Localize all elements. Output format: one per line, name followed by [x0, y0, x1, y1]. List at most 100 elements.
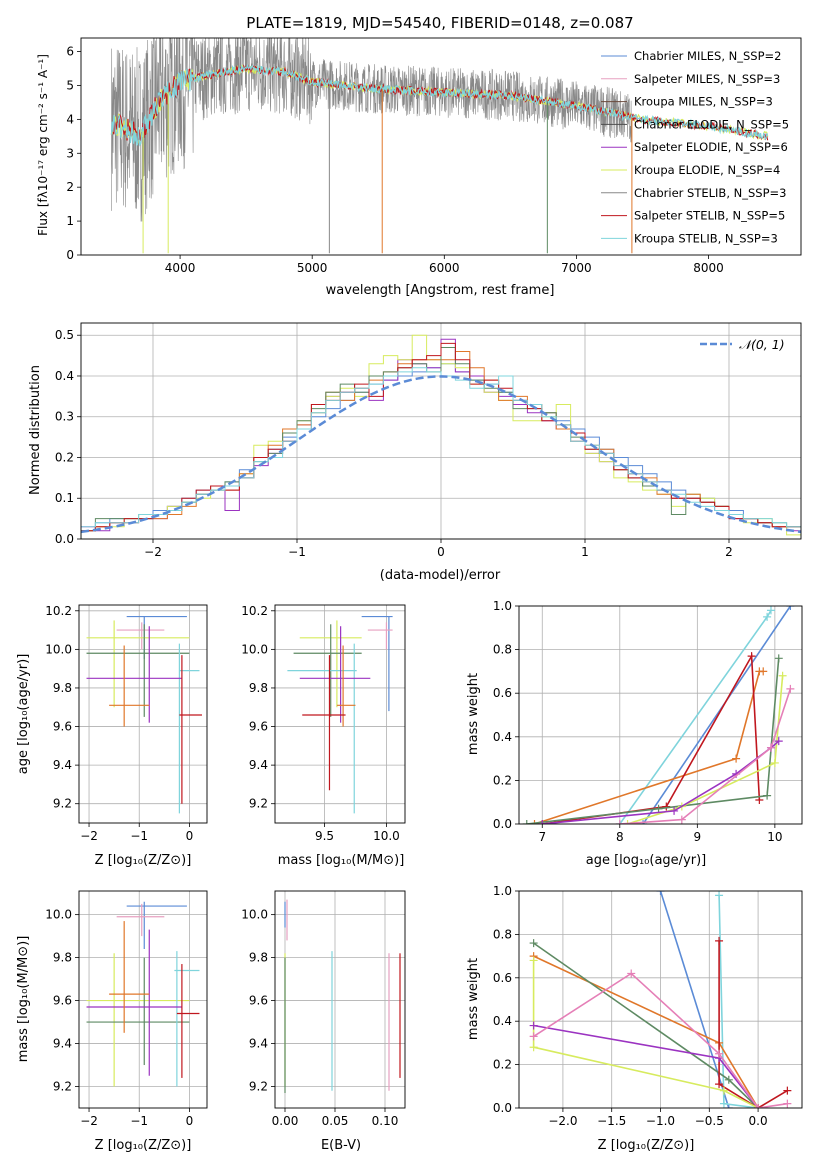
- y-tick-label: 10.2: [45, 604, 72, 618]
- mass-weight-line: [619, 609, 772, 824]
- mass-weight-plot: [529, 891, 792, 1108]
- plus-marker: [656, 891, 665, 895]
- y-tick-label: 0.2: [493, 773, 512, 787]
- plus-marker: [715, 1049, 724, 1058]
- spectrum-ylabel: Flux [fλ10⁻¹⁷ erg cm⁻² s⁻¹ A⁻¹]: [36, 54, 50, 236]
- y-tick-label: 10.0: [45, 908, 72, 922]
- residual-xlabel: (data-model)/error: [380, 568, 501, 583]
- x-tick-label: −1: [288, 545, 306, 559]
- plus-marker: [719, 1086, 728, 1095]
- y-tick-label: 9.8: [53, 681, 72, 695]
- errorbar-plot: [287, 615, 393, 814]
- model-spectrum-kroupa-stelib: [110, 64, 769, 147]
- y-tick-label: 9.2: [249, 1080, 268, 1094]
- x-tick-label: −1.0: [646, 1114, 675, 1128]
- y-tick-label: 0.8: [493, 643, 512, 657]
- y-tick-label: 0.0: [55, 532, 74, 546]
- y-tick-label: 9.6: [53, 720, 72, 734]
- axes-frame: [80, 322, 802, 540]
- y-tick-label: 0.2: [493, 1058, 512, 1072]
- x-tick-label: 9.5: [315, 829, 334, 843]
- legend-entry: Chabrier STELIB, N_SSP=3: [634, 186, 786, 200]
- axes-6: 0.00 0.05 0.10 9.2 9.4 9.6 9.8 10.0: [241, 891, 405, 1128]
- x-tick-label: 0: [186, 829, 194, 843]
- x-tick-label: 0.05: [322, 1114, 349, 1128]
- y-tick-label: 5: [66, 78, 74, 92]
- weight-age-ylabel: mass weight: [466, 673, 481, 755]
- plus-marker: [759, 667, 768, 676]
- errorbar-plot: [86, 901, 200, 1087]
- legend-entry: Chabrier ELODIE, N_SSP=5: [634, 117, 789, 131]
- axes-frame: [274, 604, 406, 824]
- y-tick-label: 9.2: [249, 797, 268, 811]
- y-tick-label: 0.4: [493, 730, 512, 744]
- y-tick-label: 9.6: [249, 720, 268, 734]
- spectrum-plot: [110, 38, 769, 254]
- plus-marker: [763, 791, 772, 800]
- axes-2: −2 −1 0 9.2 9.4 9.6 9.8 10.0 10.2: [45, 604, 207, 843]
- x-tick-label: 1: [581, 545, 589, 559]
- y-tick-label: 9.4: [249, 1037, 268, 1051]
- y-tick-label: 10.0: [45, 642, 72, 656]
- legend-entry: Kroupa STELIB, N_SSP=3: [634, 231, 778, 245]
- x-tick-label: 7000: [561, 261, 592, 275]
- age-z-xlabel: Z [log₁₀(Z/Z⊙)]: [95, 853, 192, 868]
- plus-marker: [778, 671, 787, 680]
- legend-entry: Salpeter STELIB, N_SSP=5: [634, 209, 785, 223]
- mass-weight-line: [533, 942, 759, 1108]
- plus-marker: [529, 1032, 538, 1041]
- y-tick-label: 0.1: [55, 491, 74, 505]
- plus-marker: [715, 936, 724, 945]
- y-tick-label: 9.4: [53, 1037, 72, 1051]
- y-tick-label: 9.8: [249, 681, 268, 695]
- mass-weight-line: [532, 960, 759, 1108]
- axes-5: −2 −1 0 9.2 9.4 9.6 9.8 10.0: [45, 891, 207, 1128]
- plus-marker: [529, 1043, 538, 1052]
- errorbar-plot: [86, 615, 202, 814]
- plus-marker: [786, 684, 795, 693]
- y-tick-label: 9.8: [53, 951, 72, 965]
- mass-ebv-xlabel: E(B-V): [321, 1138, 361, 1153]
- plus-marker: [662, 802, 671, 811]
- axes-0: 4000 5000 6000 7000 8000 0 1 2 3 4 5 6: [66, 45, 723, 275]
- axes-frame: [80, 37, 802, 256]
- legend-entry: Chabrier MILES, N_SSP=2: [634, 49, 781, 63]
- mass-weight-plot: [522, 606, 795, 824]
- x-tick-label: −2: [80, 829, 98, 843]
- axes-3: 9.5 10.0 9.2 9.4 9.6 9.8 10.0 10.2: [241, 604, 405, 843]
- y-tick-label: 9.6: [53, 994, 72, 1008]
- y-tick-label: 9.8: [249, 951, 268, 965]
- y-tick-label: 0.6: [493, 686, 512, 700]
- y-tick-label: 1.0: [493, 599, 512, 613]
- axes-4: 7 8 9 10 0.0 0.2 0.4 0.6 0.8 1.0: [493, 599, 802, 844]
- x-tick-label: 2: [725, 545, 733, 559]
- mass-z-ylabel: mass [log₁₀(M/M⊙)]: [16, 936, 31, 1063]
- plus-marker: [529, 939, 538, 948]
- plus-marker: [623, 820, 632, 824]
- y-tick-label: 9.6: [249, 994, 268, 1008]
- plus-marker: [715, 891, 724, 900]
- plus-marker: [677, 815, 686, 824]
- errorbar-plot: [284, 899, 401, 1093]
- y-tick-label: 4: [66, 112, 74, 126]
- plus-marker: [732, 754, 741, 763]
- y-tick-label: 0.5: [55, 328, 74, 342]
- plus-marker: [538, 820, 547, 824]
- plus-marker: [529, 956, 538, 965]
- x-tick-label: 0.10: [372, 1114, 399, 1128]
- axes-1: −2 −1 0 1 2 0.0 0.1 0.2 0.3 0.4 0.5: [55, 323, 801, 559]
- y-tick-label: 10.0: [241, 908, 268, 922]
- plus-marker: [529, 1021, 538, 1030]
- mass-z-xlabel: Z [log₁₀(Z/Z⊙)]: [95, 1138, 192, 1153]
- legend-entry: 𝒩(0, 1): [739, 337, 785, 352]
- mass-weight-line: [534, 670, 764, 824]
- residual-ylabel: Normed distribution: [28, 365, 43, 495]
- y-tick-label: 6: [66, 45, 74, 59]
- mass-weight-line: [718, 940, 788, 1108]
- plus-marker: [783, 1086, 792, 1095]
- x-tick-label: −2: [144, 545, 162, 559]
- plus-marker: [754, 1104, 763, 1108]
- axes-7: −2.0 −1.5 −1.0 −0.5 0.0 0.0 0.2 0.4 0.6 0.8 1.0: [493, 884, 802, 1128]
- y-tick-label: 0.0: [493, 817, 512, 831]
- x-tick-label: 7: [538, 830, 546, 844]
